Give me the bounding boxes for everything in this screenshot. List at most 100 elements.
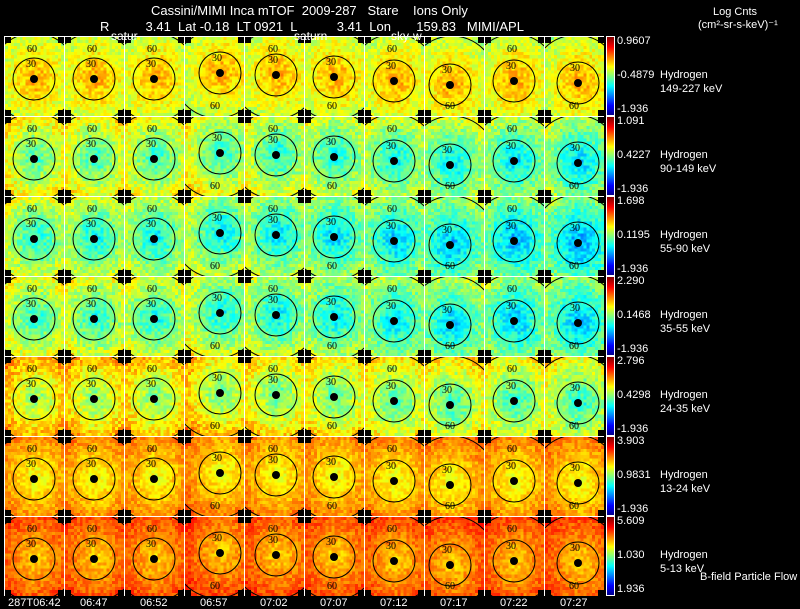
image-panel: 30 60 bbox=[124, 516, 184, 596]
ring-30-degree bbox=[198, 371, 242, 415]
saturn-marker bbox=[150, 75, 158, 83]
intensity-map bbox=[185, 37, 244, 116]
ring-label-30: 30 bbox=[268, 215, 278, 226]
ring-label-60: 60 bbox=[147, 284, 157, 295]
colorbar-max-label: 2.796 bbox=[617, 355, 645, 367]
saturn-marker bbox=[510, 77, 518, 85]
image-panel: 30 60 bbox=[484, 36, 544, 116]
ring-label-60: 60 bbox=[87, 124, 97, 135]
ring-label-30: 30 bbox=[386, 141, 396, 152]
ring-30-degree bbox=[556, 301, 600, 345]
image-panel: 30 60 bbox=[124, 436, 184, 516]
ring-label-60: 60 bbox=[507, 524, 517, 535]
ring-30-degree bbox=[428, 63, 472, 107]
ring-30-degree bbox=[72, 57, 116, 101]
ring-label-30: 30 bbox=[86, 539, 96, 550]
ring-label-30: 30 bbox=[86, 59, 96, 70]
saturn-marker bbox=[216, 309, 224, 317]
ring-label-30: 30 bbox=[26, 59, 36, 70]
ring-30-degree bbox=[254, 213, 298, 257]
ring-label-60: 60 bbox=[27, 44, 37, 55]
ring-label-30: 30 bbox=[268, 375, 278, 386]
intensity-map bbox=[545, 357, 604, 436]
species-label: Hydrogen bbox=[660, 229, 708, 241]
ring-30-degree bbox=[372, 539, 416, 583]
time-label: 07:12 bbox=[380, 597, 408, 609]
image-panel: 30 60 bbox=[184, 356, 244, 436]
species-label: Hydrogen bbox=[660, 469, 708, 481]
ring-label-60: 60 bbox=[507, 444, 517, 455]
ring-30-degree bbox=[492, 299, 536, 343]
ring-label-60: 60 bbox=[445, 501, 455, 512]
ring-label-30: 30 bbox=[570, 463, 580, 474]
ring-label-30: 30 bbox=[268, 135, 278, 146]
colorbar-min-label: 1.936 bbox=[617, 583, 645, 595]
image-panel: 30 60 bbox=[244, 36, 304, 116]
ring-label-30: 30 bbox=[268, 535, 278, 546]
ring-label-30: 30 bbox=[442, 545, 452, 556]
ring-30-degree bbox=[492, 379, 536, 423]
ring-30-degree bbox=[312, 535, 356, 579]
image-panel: 30 60 bbox=[64, 356, 124, 436]
ring-30-degree bbox=[72, 137, 116, 181]
saturn-marker bbox=[90, 315, 98, 323]
intensity-map bbox=[425, 357, 484, 436]
ring-30-degree bbox=[556, 221, 600, 265]
ring-label-60: 60 bbox=[268, 44, 278, 55]
ring-label-60: 60 bbox=[387, 284, 397, 295]
image-panel: 30 60 bbox=[544, 116, 604, 196]
image-panel: 30 60 bbox=[484, 276, 544, 356]
saturn-marker bbox=[574, 159, 582, 167]
species-label: Hydrogen bbox=[660, 149, 708, 161]
ring-30-degree bbox=[72, 297, 116, 341]
ring-label-60: 60 bbox=[569, 501, 579, 512]
image-panel: 30 60 bbox=[484, 356, 544, 436]
ring-label-30: 30 bbox=[326, 297, 336, 308]
ring-label-30: 30 bbox=[506, 381, 516, 392]
ring-label-60: 60 bbox=[210, 581, 220, 592]
saturn-marker bbox=[30, 555, 38, 563]
saturn-marker bbox=[272, 471, 280, 479]
saturn-marker bbox=[150, 395, 158, 403]
saturn-marker bbox=[390, 557, 398, 565]
ring-label-60: 60 bbox=[87, 44, 97, 55]
ring-label-30: 30 bbox=[570, 63, 580, 74]
species-label: Hydrogen bbox=[660, 69, 708, 81]
intensity-map bbox=[425, 517, 484, 596]
ring-label-60: 60 bbox=[268, 524, 278, 535]
ring-label-60: 60 bbox=[27, 124, 37, 135]
saturn-marker bbox=[510, 157, 518, 165]
ring-30-degree bbox=[428, 543, 472, 587]
colorbar bbox=[606, 36, 615, 116]
ring-label-30: 30 bbox=[212, 53, 222, 64]
ring-label-30: 30 bbox=[570, 383, 580, 394]
ring-label-60: 60 bbox=[210, 101, 220, 112]
ring-30-degree bbox=[372, 139, 416, 183]
time-label: 07:17 bbox=[440, 597, 468, 609]
image-panel: 30 60 bbox=[544, 276, 604, 356]
saturn-marker bbox=[390, 397, 398, 405]
ring-30-degree bbox=[556, 141, 600, 185]
ring-label-30: 30 bbox=[386, 61, 396, 72]
saturn-marker bbox=[330, 73, 338, 81]
ring-30-degree bbox=[254, 453, 298, 497]
ring-label-60: 60 bbox=[268, 284, 278, 295]
